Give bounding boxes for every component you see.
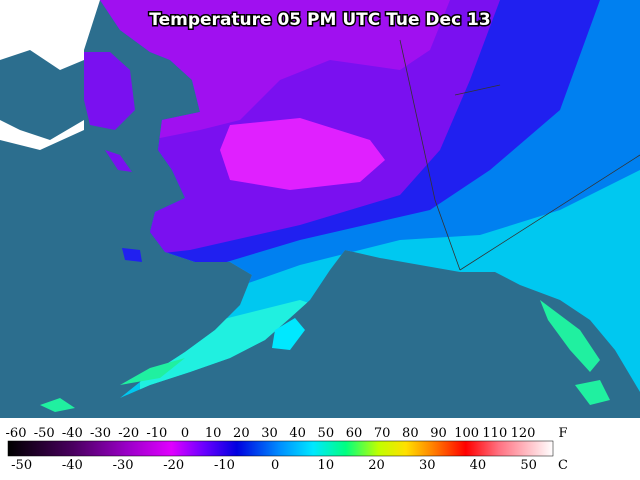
nunivak-island bbox=[122, 248, 142, 262]
bering-sea bbox=[0, 50, 84, 140]
f-tick-label: 110 bbox=[482, 426, 507, 441]
f-tick-label: 20 bbox=[233, 426, 250, 441]
f-tick-label: -40 bbox=[62, 426, 83, 441]
f-tick-label: 30 bbox=[261, 426, 278, 441]
map-title: Temperature 05 PM UTC Tue Dec 13 bbox=[149, 10, 490, 30]
f-tick-label: 0 bbox=[181, 426, 189, 441]
f-tick-label: 70 bbox=[374, 426, 391, 441]
c-tick-label: 50 bbox=[520, 458, 537, 473]
f-unit: F bbox=[558, 426, 567, 441]
c-tick-label: -50 bbox=[11, 458, 32, 473]
f-tick-label: 100 bbox=[454, 426, 479, 441]
f-tick-label: -60 bbox=[6, 426, 27, 441]
c-tick-label: 40 bbox=[470, 458, 487, 473]
f-tick-label: 50 bbox=[318, 426, 335, 441]
f-tick-label: -50 bbox=[34, 426, 55, 441]
c-tick-label: 10 bbox=[318, 458, 335, 473]
st-lawrence-island bbox=[105, 150, 132, 172]
c-tick-label: -30 bbox=[113, 458, 134, 473]
southeast-islands bbox=[540, 300, 610, 405]
f-tick-label: -30 bbox=[90, 426, 111, 441]
borders bbox=[399, 39, 640, 271]
f-tick-label: 120 bbox=[511, 426, 536, 441]
f-tick-label: 40 bbox=[289, 426, 306, 441]
c-tick-label: 20 bbox=[368, 458, 385, 473]
f-tick-label: 10 bbox=[205, 426, 222, 441]
c-unit: C bbox=[558, 458, 568, 473]
color-scale bbox=[7, 440, 554, 457]
f-tick-label: 60 bbox=[346, 426, 363, 441]
c-tick-label: 30 bbox=[419, 458, 436, 473]
f-tick-label: -10 bbox=[146, 426, 167, 441]
c-tick-label: -40 bbox=[62, 458, 83, 473]
c-tick-label: 0 bbox=[271, 458, 279, 473]
seward-peninsula bbox=[84, 52, 135, 130]
f-tick-label: 80 bbox=[402, 426, 419, 441]
c-tick-label: -10 bbox=[214, 458, 235, 473]
aleutian-islands bbox=[40, 358, 185, 412]
f-tick-label: 90 bbox=[430, 426, 447, 441]
f-tick-label: -20 bbox=[118, 426, 139, 441]
kodiak-island bbox=[272, 318, 305, 350]
c-tick-label: -20 bbox=[163, 458, 184, 473]
